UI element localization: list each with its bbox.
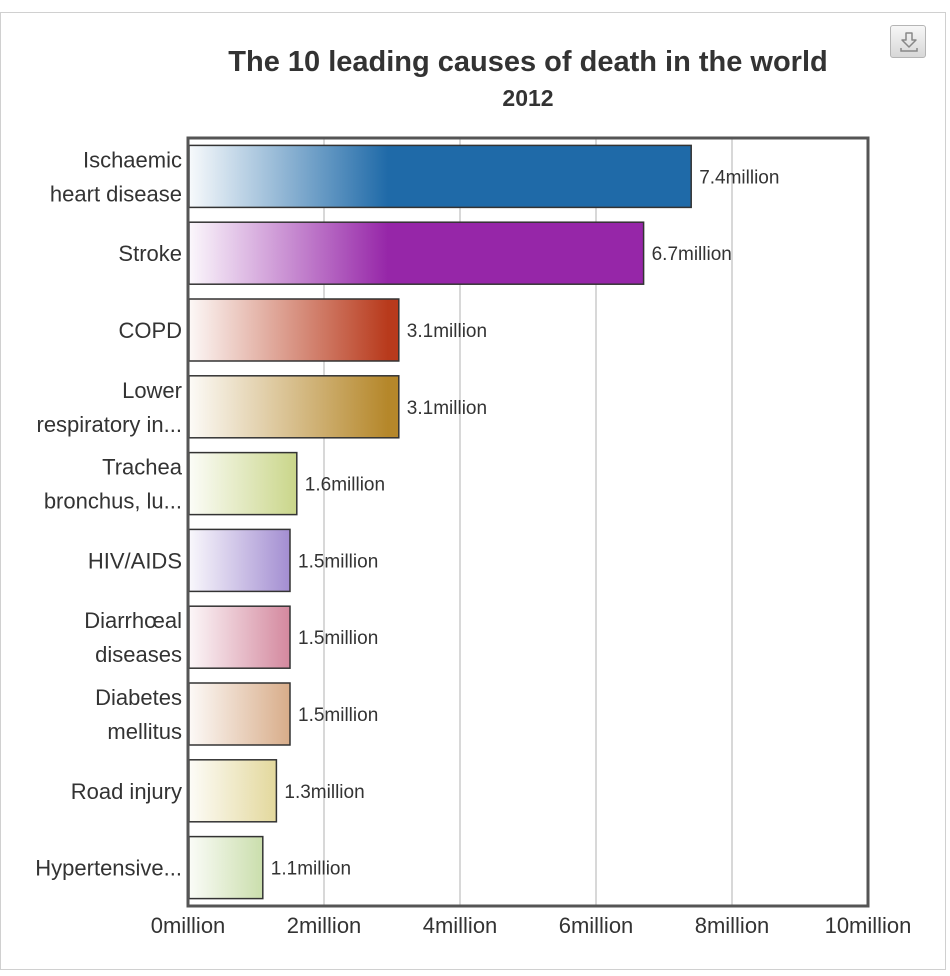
category-label: respiratory in... <box>37 412 183 437</box>
chart-subtitle: 2012 <box>502 85 554 111</box>
category-label: bronchus, lu... <box>44 489 182 514</box>
category-label: Trachea <box>102 455 183 480</box>
bar <box>188 528 291 593</box>
data-label: 7.4million <box>699 167 779 188</box>
bar <box>188 144 692 209</box>
category-label: diseases <box>95 642 182 667</box>
bar <box>188 375 400 439</box>
category-label: heart disease <box>50 181 182 206</box>
category-label: mellitus <box>107 719 182 744</box>
category-label: COPD <box>118 318 182 343</box>
category-label: Stroke <box>118 241 182 266</box>
x-tick-label: 8million <box>695 913 770 938</box>
category-label: Diabetes <box>95 685 182 710</box>
bar <box>188 682 291 746</box>
category-label: Diarrhœal <box>84 608 182 633</box>
bars <box>188 144 692 900</box>
data-label: 3.1million <box>407 321 487 342</box>
x-tick-label: 2million <box>287 913 362 938</box>
category-label: Lower <box>122 378 182 403</box>
bar <box>188 298 400 362</box>
category-labels: Ischaemic heart disease Stroke COPD Lower res… <box>35 147 182 880</box>
data-label: 1.6million <box>305 475 385 496</box>
x-tick-label: 10million <box>825 913 912 938</box>
data-label: 3.1million <box>407 398 487 419</box>
category-label: Hypertensive... <box>35 856 182 881</box>
category-label: Road injury <box>71 779 182 804</box>
x-axis-tick-labels: 0million 2million 4million 6million 8million… <box>151 913 912 938</box>
chart-title: The 10 leading causes of death in the wo… <box>228 46 828 78</box>
data-label: 1.1million <box>271 859 351 880</box>
x-tick-label: 4million <box>423 913 498 938</box>
bar <box>188 605 291 669</box>
download-button[interactable] <box>890 25 926 58</box>
data-label: 1.3million <box>284 782 364 803</box>
plot-border <box>186 136 870 908</box>
data-label: 1.5million <box>298 705 378 726</box>
value-labels: 7.4million 6.7million 3.1million 3.1million… <box>271 167 780 879</box>
bar <box>188 759 278 823</box>
bar <box>188 835 264 900</box>
bar <box>188 451 298 516</box>
x-tick-label: 6million <box>559 913 634 938</box>
download-icon <box>900 32 918 52</box>
category-label: Ischaemic <box>83 147 182 172</box>
data-label: 1.5million <box>298 551 378 572</box>
category-label: HIV/AIDS <box>88 548 182 573</box>
x-tick-label: 0million <box>151 913 226 938</box>
data-label: 1.5million <box>298 628 378 649</box>
chart-frame <box>0 12 946 970</box>
bar <box>188 221 645 285</box>
data-label: 6.7million <box>652 244 732 265</box>
